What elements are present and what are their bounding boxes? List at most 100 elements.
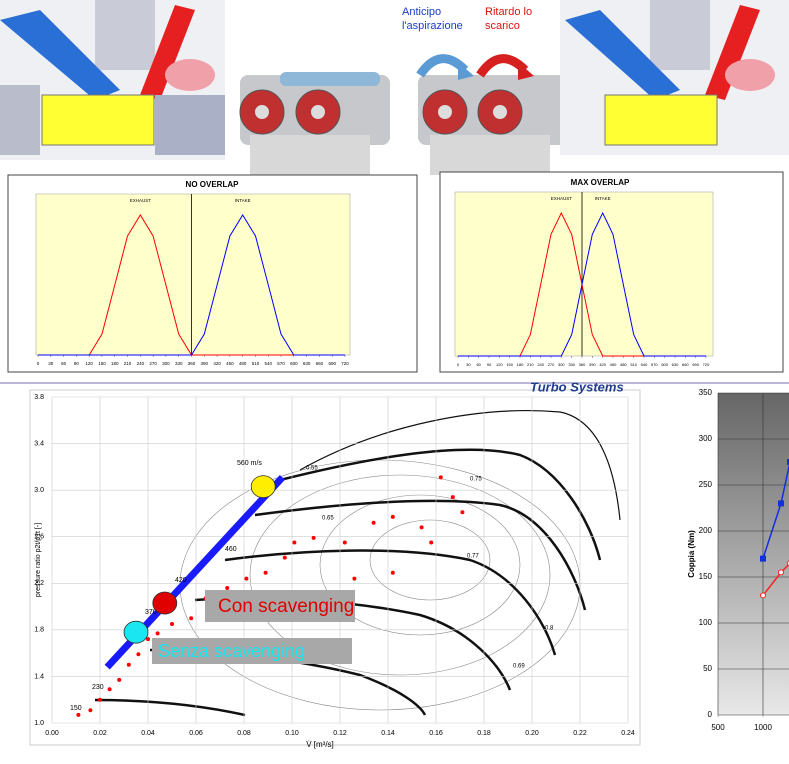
engine-right <box>560 0 789 155</box>
contour-label: 0.55 <box>306 466 318 472</box>
highlight-point <box>250 475 276 499</box>
x-tick-label: 360 <box>188 361 196 366</box>
torque-plot-area <box>718 393 789 715</box>
x-tick-label: 330 <box>175 361 183 366</box>
highlight-point <box>152 591 178 615</box>
y-tick-label: 2.6 <box>34 534 44 541</box>
point <box>155 631 160 636</box>
x-tick-label: 300 <box>162 361 170 366</box>
legend-label: INTAKE <box>595 196 611 201</box>
x-tick-label: 60 <box>61 361 67 366</box>
point <box>342 540 347 545</box>
x-tick-label: 210 <box>124 361 132 366</box>
point <box>292 540 297 545</box>
point <box>311 535 316 540</box>
y-tick-label: 3.8 <box>34 394 44 401</box>
y-tick-label: 200 <box>699 526 713 535</box>
speed-label: 230 <box>92 684 104 691</box>
point <box>460 510 465 515</box>
x-tick-label: 510 <box>252 361 260 366</box>
annotation: Senza scavenging <box>158 641 305 661</box>
point <box>244 576 249 581</box>
map-frame <box>29 389 641 746</box>
x-tick-label: 630 <box>303 361 311 366</box>
x-tick-label: 0.00 <box>45 730 59 737</box>
legend-label: EXHAUST <box>551 196 573 201</box>
y-tick-label: 50 <box>703 664 712 673</box>
x-tick-label: 30 <box>48 361 54 366</box>
x-tick-label: 0.10 <box>285 730 299 737</box>
contour-label: 0.77 <box>467 554 479 560</box>
x-tick-label: 660 <box>682 362 689 367</box>
x-tick-label: 60 <box>476 362 481 367</box>
point <box>225 585 230 590</box>
y-axis-label: Coppia (Nm) <box>687 530 696 578</box>
x-axis-label: V̇ [m³/s] <box>306 740 334 749</box>
y-tick-label: 1.0 <box>34 720 44 727</box>
speed-label: 370 <box>145 609 157 616</box>
x-tick-label: 330 <box>568 362 575 367</box>
x-tick-label: 150 <box>506 362 513 367</box>
point <box>263 570 268 575</box>
y-axis-label: pressure ratio p2t/p1t [-] <box>35 523 42 597</box>
y-tick-label: 2.2 <box>34 580 44 587</box>
x-tick-label: 480 <box>620 362 627 367</box>
x-tick-label: 90 <box>487 362 492 367</box>
exhaust-label: Ritardo lo <box>485 6 532 18</box>
x-tick-label: 0.04 <box>141 730 155 737</box>
x-tick-label: 0 <box>457 362 460 367</box>
x-tick-label: 180 <box>517 362 524 367</box>
x-tick-label: 600 <box>290 361 298 366</box>
y-tick-label: 1.8 <box>34 627 44 634</box>
x-tick-label: 570 <box>277 361 285 366</box>
x-tick-label: 0.18 <box>477 730 491 737</box>
point <box>107 687 112 692</box>
x-tick-label: 690 <box>328 361 336 366</box>
x-tick-label: 0.14 <box>381 730 395 737</box>
x-tick-label: 660 <box>316 361 324 366</box>
point <box>189 616 194 621</box>
x-tick-label: 1000 <box>754 723 772 732</box>
point <box>760 592 766 599</box>
contour-label: 0.69 <box>513 664 525 670</box>
x-tick-label: 0.08 <box>237 730 251 737</box>
x-tick-label: 720 <box>341 361 349 366</box>
x-tick-label: 210 <box>527 362 534 367</box>
point <box>429 540 434 545</box>
y-tick-label: 1.4 <box>34 673 44 680</box>
x-tick-label: 180 <box>111 361 119 366</box>
x-tick-label: 600 <box>661 362 668 367</box>
contour-label: 0.8 <box>545 626 554 632</box>
series-line <box>38 214 345 356</box>
point <box>419 525 424 530</box>
x-tick-label: 0.20 <box>525 730 539 737</box>
x-tick-label: 510 <box>630 362 637 367</box>
speed-label: 460 <box>225 546 237 553</box>
x-tick-label: 480 <box>239 361 247 366</box>
x-tick-label: 690 <box>692 362 699 367</box>
x-tick-label: 360 <box>579 362 586 367</box>
annotation: Con scavenging <box>218 596 354 617</box>
point <box>136 652 141 657</box>
y-tick-label: 0 <box>708 710 713 719</box>
x-tick-label: 0.16 <box>429 730 443 737</box>
speed-label: 560 m/s <box>237 460 262 467</box>
point <box>88 708 93 713</box>
x-tick-label: 240 <box>137 361 145 366</box>
x-tick-label: 420 <box>599 362 606 367</box>
chart-title: NO OVERLAP <box>186 180 240 189</box>
point <box>787 459 789 465</box>
point <box>146 637 150 642</box>
legend-label: EXHAUST <box>130 198 152 203</box>
point <box>390 570 395 575</box>
annotation-box <box>205 590 355 622</box>
x-tick-label: 90 <box>74 361 80 366</box>
point <box>778 500 784 507</box>
y-tick-label: 3.4 <box>34 440 44 447</box>
point <box>117 677 122 682</box>
x-tick-label: 450 <box>610 362 617 367</box>
x-tick-label: 390 <box>201 361 209 366</box>
x-tick-label: 300 <box>558 362 565 367</box>
